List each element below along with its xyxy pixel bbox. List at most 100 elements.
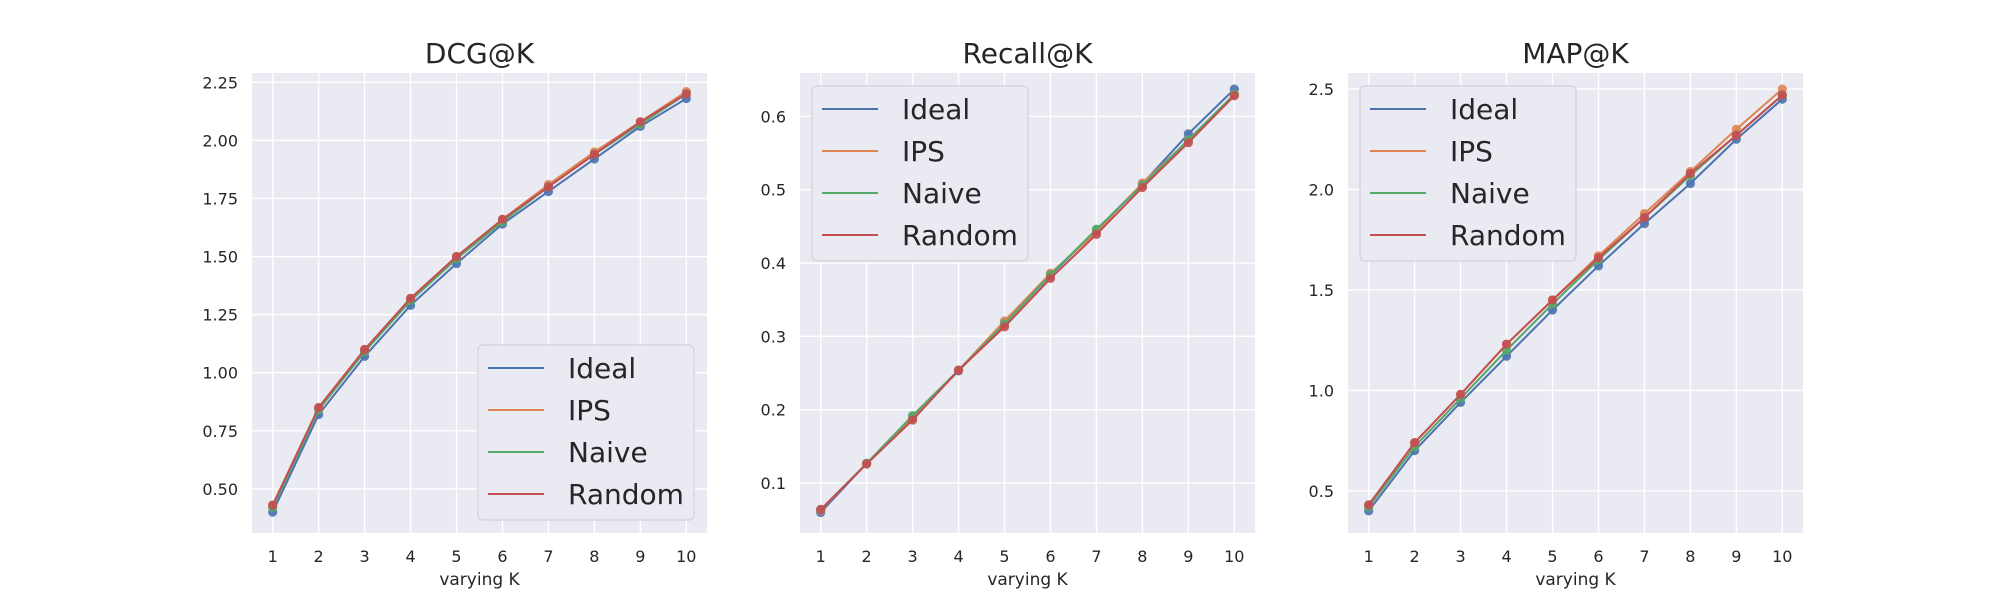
data-point-random [862, 459, 872, 469]
y-tick-label: 1.25 [202, 306, 238, 325]
y-tick-label: 1.0 [1309, 381, 1334, 400]
legend-box [1359, 85, 1577, 262]
x-tick-label: 4 [1501, 547, 1511, 566]
data-point-random [497, 214, 508, 224]
x-tick-label: 2 [1410, 547, 1420, 566]
data-point-random [1501, 339, 1512, 349]
x-tick-label: 3 [908, 547, 918, 566]
x-axis-label: varying K [1535, 570, 1616, 590]
legend-label-ips: IPS [902, 135, 945, 168]
legend-label-naive: Naive [568, 436, 648, 469]
data-point-ideal [1685, 178, 1695, 189]
data-point-random [1593, 253, 1604, 263]
series-line-ideal [271, 97, 687, 513]
y-tick-label: 1.50 [202, 248, 238, 267]
data-point-random [1456, 389, 1466, 399]
x-tick-label: 5 [451, 547, 461, 566]
data-point-random [1137, 182, 1147, 193]
x-tick-label: 6 [1045, 547, 1055, 566]
legend-label-random: Random [1450, 219, 1566, 252]
y-tick-label: 0.4 [761, 254, 786, 273]
data-point-random [1685, 168, 1695, 179]
x-tick-label: 7 [543, 547, 553, 566]
x-tick-label: 6 [497, 547, 507, 566]
y-tick-label: 0.2 [761, 401, 786, 420]
y-tick-label: 0.5 [1309, 482, 1334, 501]
x-tick-label: 10 [676, 547, 696, 566]
legend-label-naive: Naive [1450, 177, 1530, 210]
series-line-random [819, 95, 1236, 511]
y-tick-label: 1.00 [202, 364, 238, 383]
x-tick-label: 2 [862, 547, 872, 566]
x-tick-label: 5 [999, 547, 1009, 566]
chart-panel-2: Recall@K 1 2 3 4 5 6 7 8 9 10 0.1 0.2 0.3 0.4 0.5 0.6 var… [761, 37, 1255, 590]
x-axis-label: varying K [987, 570, 1068, 590]
x-tick-label: 5 [1547, 547, 1557, 566]
x-tick-label: 4 [953, 547, 963, 566]
x-tick-label: 3 [1456, 547, 1466, 566]
x-tick-label: 9 [635, 547, 645, 566]
data-point-random [908, 415, 918, 425]
data-point-random [360, 344, 370, 355]
data-point-random [589, 149, 599, 159]
x-tick-label: 8 [1685, 547, 1695, 566]
y-tick-label: 0.6 [761, 107, 786, 126]
data-point-random [635, 117, 645, 127]
chart-title: DCG@K [425, 37, 535, 70]
legend: Ideal IPS Naive Random [477, 344, 695, 521]
y-tick-label: 0.1 [761, 474, 786, 493]
x-tick-label: 10 [1772, 547, 1792, 566]
legend-label-ips: IPS [1450, 135, 1493, 168]
data-point-random [1364, 500, 1374, 510]
legend-label-naive: Naive [902, 177, 982, 210]
data-point-random [1547, 295, 1558, 305]
x-tick-label: 2 [314, 547, 324, 566]
series-line-naive [819, 93, 1236, 511]
data-point-random [999, 322, 1010, 332]
x-tick-label: 3 [360, 547, 370, 566]
series-line-random [271, 93, 687, 506]
legend-label-random: Random [568, 478, 684, 511]
legend-box [811, 85, 1029, 262]
series-line-random [1367, 94, 1783, 506]
data-point-random [1183, 138, 1193, 148]
data-point-random [1229, 91, 1239, 101]
legend-label-ideal: Ideal [902, 93, 970, 126]
legend-label-random: Random [902, 219, 1018, 252]
x-tick-label: 1 [816, 547, 826, 566]
x-tick-label: 7 [1091, 547, 1101, 566]
x-axis-label: varying K [439, 570, 520, 590]
chart-panel-3: MAP@K 1 2 3 4 5 6 7 8 9 10 0.5 1.0 1.5 2.0 2.5 varying K… [1309, 37, 1803, 590]
x-tick-label: 1 [268, 547, 278, 566]
data-point-random [1091, 229, 1102, 240]
data-point-random [314, 402, 324, 413]
legend-label-ideal: Ideal [1450, 93, 1518, 126]
y-tick-label: 0.3 [761, 327, 786, 346]
legend: Ideal IPS Naive Random [811, 85, 1029, 262]
x-tick-label: 1 [1364, 547, 1374, 566]
chart-title: MAP@K [1522, 37, 1629, 70]
x-tick-label: 8 [1137, 547, 1147, 566]
data-point-random [1777, 90, 1787, 100]
x-tick-label: 8 [589, 547, 599, 566]
data-point-random [1639, 213, 1650, 223]
data-point-random [543, 182, 554, 192]
y-tick-label: 2.25 [202, 73, 238, 92]
data-point-random [1410, 438, 1420, 448]
data-point-random [1045, 273, 1056, 284]
legend-label-ips: IPS [568, 394, 611, 427]
y-tick-label: 2.0 [1309, 181, 1334, 200]
chart-panel-1: DCG@K 1 2 3 4 5 6 7 8 9 10 0.50 0.75 1.00 1.25 1.50 1.75… [202, 37, 707, 590]
y-tick-label: 0.50 [202, 480, 238, 499]
y-tick-label: 2.00 [202, 131, 238, 150]
legend-box [477, 344, 695, 521]
data-point-random [816, 504, 826, 515]
data-point-random [953, 365, 964, 375]
y-tick-label: 0.5 [761, 181, 786, 200]
data-point-random [268, 500, 278, 510]
y-tick-label: 2.5 [1309, 80, 1334, 99]
legend: Ideal IPS Naive Random [1359, 85, 1577, 262]
y-tick-label: 1.5 [1309, 281, 1334, 300]
